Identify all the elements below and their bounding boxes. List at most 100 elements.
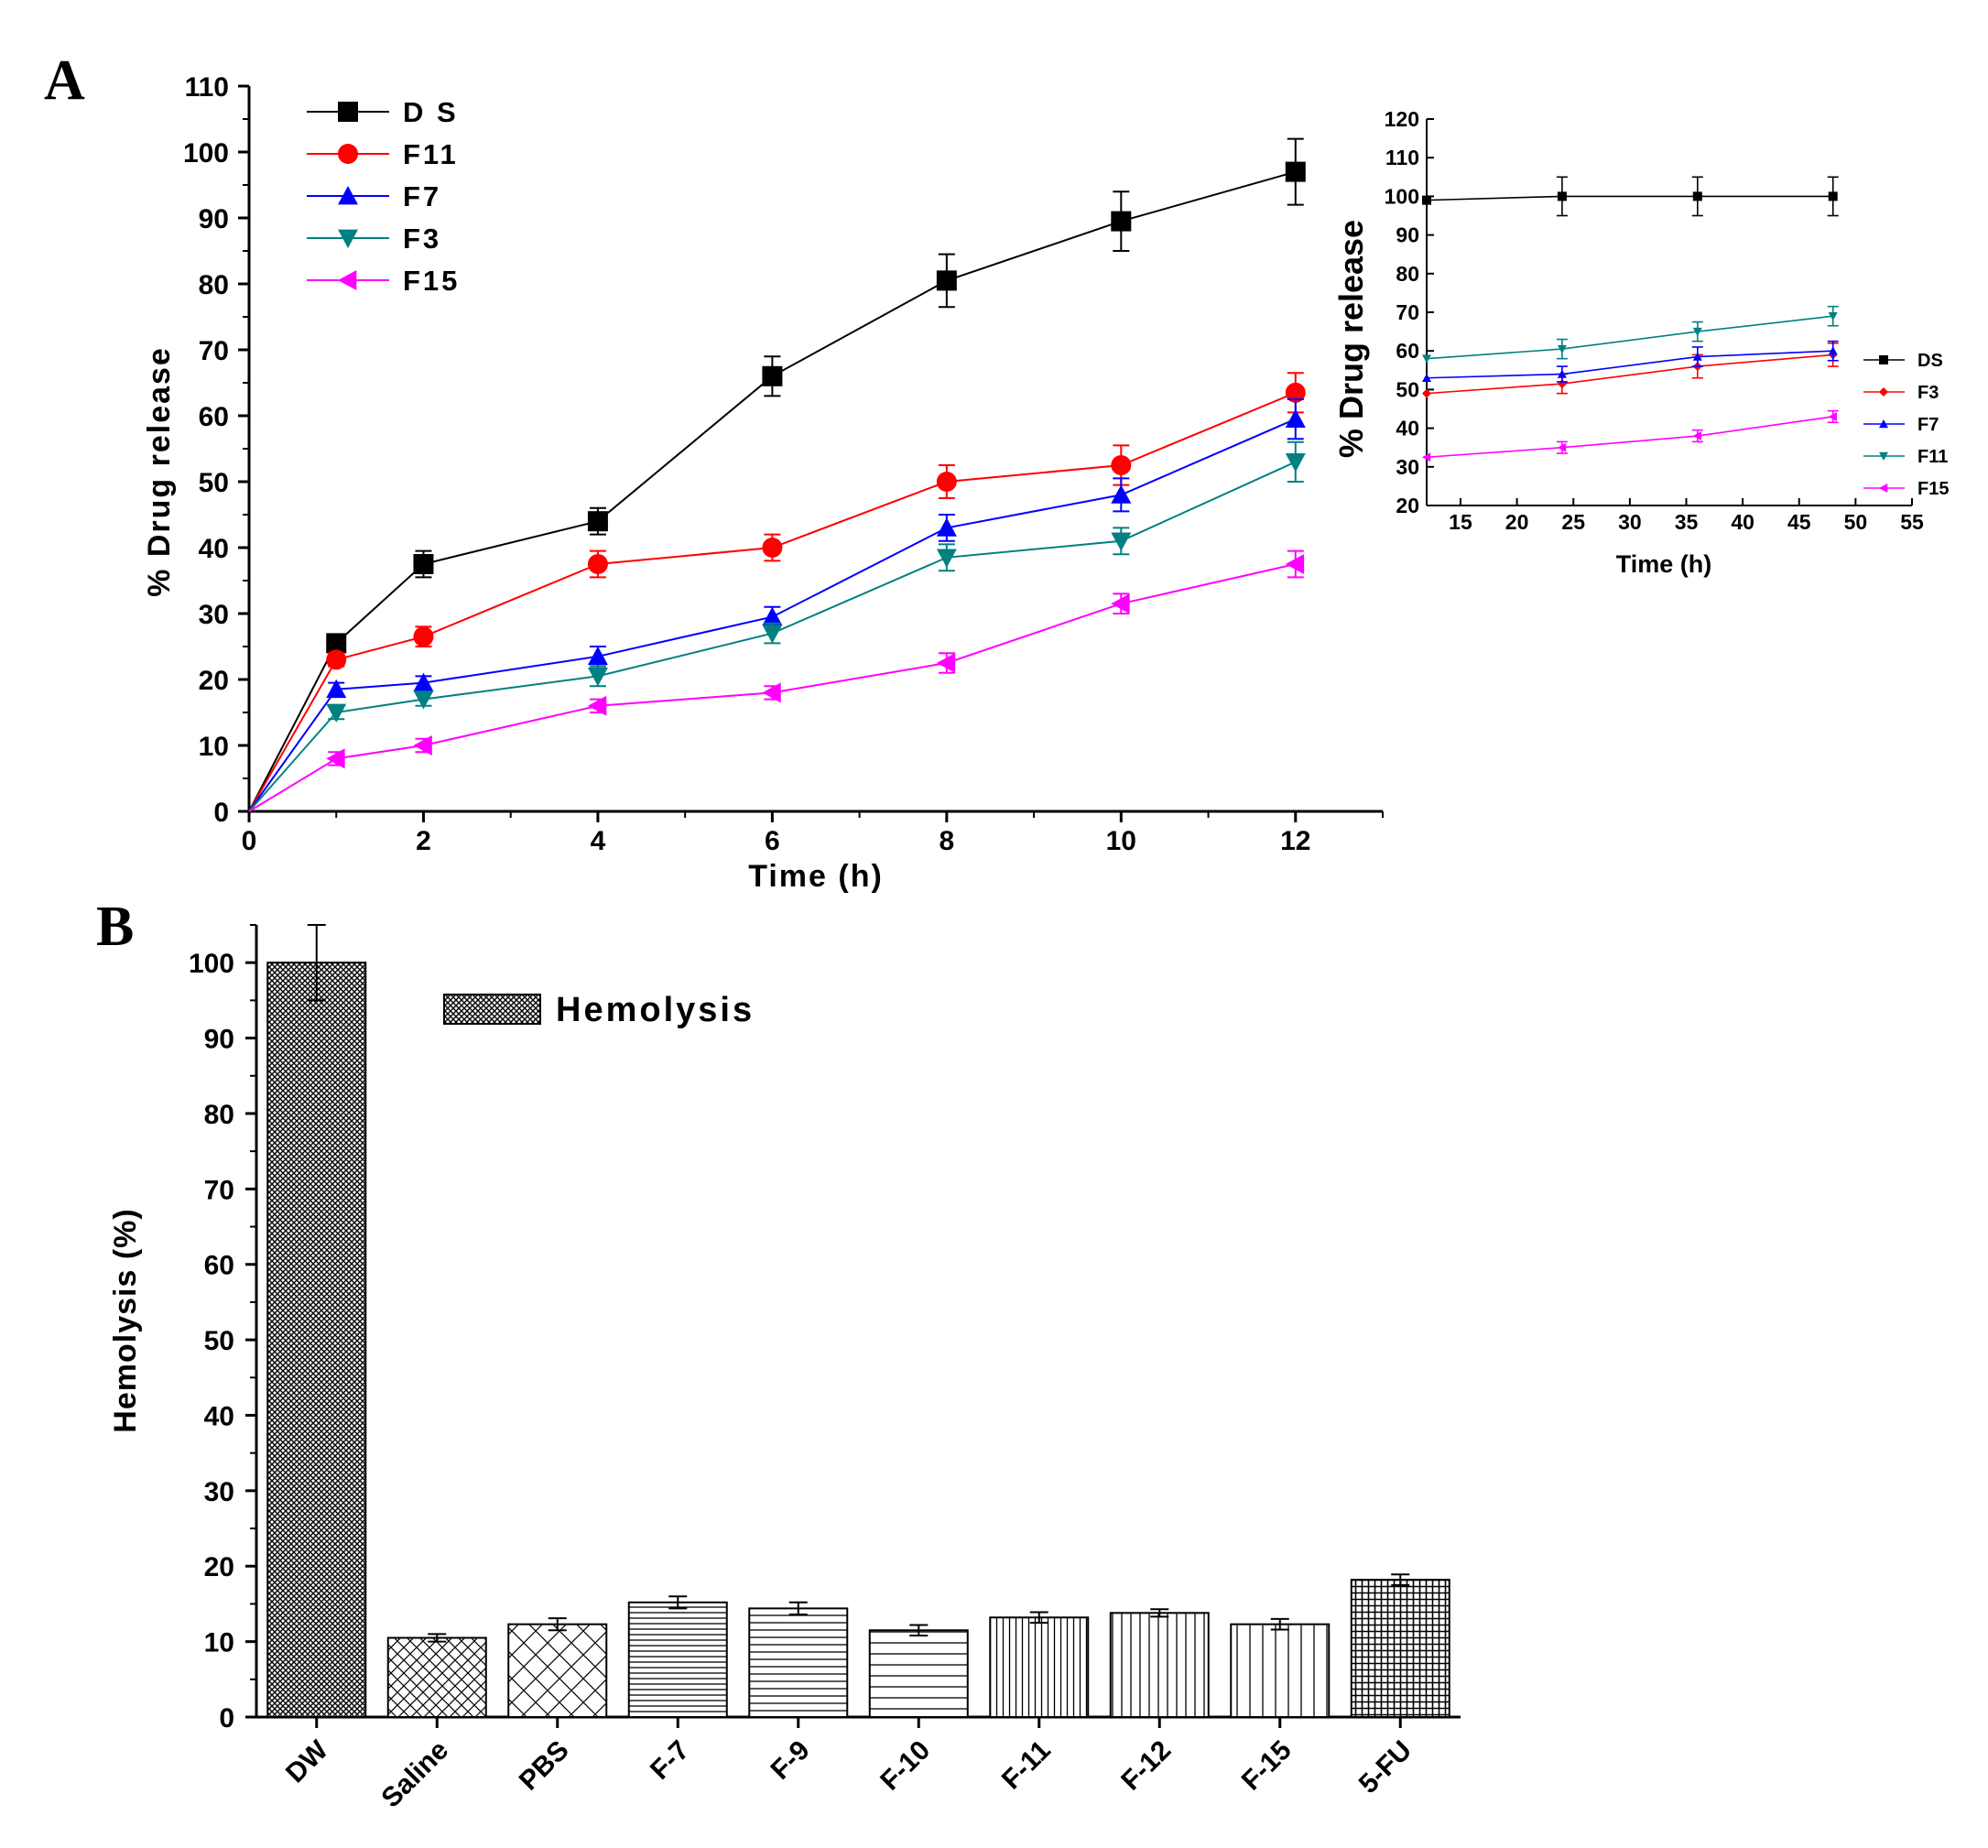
- b-legend-swatch: [443, 994, 541, 1025]
- inset-point-F7: [1422, 373, 1431, 382]
- inset-point-F11: [1557, 344, 1567, 354]
- b-bar-DW: [266, 962, 367, 1718]
- a-line-F11: [248, 391, 1297, 812]
- inset-legend-marker-F7: [1879, 419, 1888, 429]
- b-bar-group-F-7: [627, 1595, 728, 1719]
- a-point-F3: [587, 668, 608, 687]
- b-y-tick-label: 50: [204, 1326, 234, 1356]
- a-point-F3: [1111, 532, 1132, 551]
- inset-x-tick-label: 25: [1561, 510, 1585, 534]
- b-bar-group-5-FU: [1350, 1573, 1450, 1718]
- panel-b-label: B: [96, 896, 134, 958]
- a-series-F11: [248, 372, 1306, 812]
- a-legend-label-F7: F7: [403, 180, 441, 212]
- a-point-F7: [587, 646, 608, 666]
- a-legend-label-F11: F11: [403, 138, 459, 170]
- a-point-F3: [326, 703, 347, 723]
- a-x-tick-label: 8: [940, 826, 955, 856]
- b-y-tick-label: 90: [204, 1025, 234, 1055]
- inset-line-F11: [1426, 315, 1833, 360]
- inset-line-F15: [1426, 416, 1833, 459]
- b-y-tick-label: 100: [189, 949, 234, 979]
- a-x-axis-title: Time (h): [748, 859, 884, 894]
- a-x-tick-label: 0: [242, 826, 257, 856]
- inset-x-tick-label: 55: [1900, 510, 1924, 534]
- a-line-F3: [248, 461, 1297, 812]
- inset-point-F11: [1692, 327, 1702, 337]
- b-x-tick-label-F-12: F-12: [1115, 1735, 1177, 1797]
- inset-point-F7: [1692, 352, 1702, 361]
- inset-legend-marker-F15: [1879, 484, 1888, 493]
- b-legend-label: Hemolysis: [556, 991, 755, 1029]
- b-bar-F-7: [627, 1601, 728, 1719]
- a-x-tick-label: 4: [591, 826, 606, 856]
- inset-legend-label-DS: DS: [1917, 351, 1943, 371]
- a-legend-marker-F11: [338, 144, 358, 164]
- b-y-tick-label: 70: [204, 1175, 234, 1205]
- inset-series-F3: [1422, 342, 1839, 398]
- inset-x-tick-label: 15: [1449, 510, 1472, 534]
- a-point-F11: [1111, 455, 1132, 475]
- inset-point-F7: [1828, 346, 1838, 355]
- b-x-tick-label-DW: DW: [280, 1734, 334, 1788]
- b-bar-group-F-11: [989, 1611, 1090, 1719]
- a-line-F15: [248, 563, 1296, 812]
- b-bar-F-10: [868, 1629, 969, 1719]
- inset-series-F7: [1422, 340, 1839, 383]
- a-x-tick-label: 12: [1280, 826, 1310, 856]
- a-legend-label-F15: F15: [403, 265, 460, 297]
- a-point-F7: [1285, 408, 1306, 428]
- inset-x-axis-title: Time (h): [1616, 550, 1712, 578]
- a-y-tick-label: 50: [199, 468, 229, 498]
- a-point-DS: [413, 554, 434, 574]
- inset-legend-label-F7: F7: [1917, 415, 1939, 435]
- a-point-F7: [1111, 484, 1132, 504]
- inset-series-F11: [1422, 305, 1839, 364]
- b-bar-group-F-9: [748, 1601, 849, 1719]
- b-x-tick-label-F-9: F-9: [766, 1735, 816, 1786]
- b-y-tick-label: 20: [204, 1552, 234, 1582]
- panel-a-release-chart: 0 10 20 30 40 50 60 70 80 90 100 110 0 2 4 6 8 10 12 Time (…: [142, 72, 1384, 894]
- b-bar-group-Saline: [386, 1633, 487, 1718]
- a-point-F3: [762, 625, 783, 644]
- b-bar-F-15: [1230, 1623, 1331, 1718]
- a-y-tick-label: 70: [199, 336, 229, 366]
- a-point-F7: [413, 672, 434, 691]
- b-bar-group-PBS: [507, 1617, 608, 1718]
- b-x-tick-label-PBS: PBS: [514, 1735, 575, 1797]
- a-point-DS: [1285, 161, 1306, 182]
- a-point-F11: [413, 626, 434, 647]
- inset-x-tick-label: 30: [1618, 510, 1642, 534]
- a-y-tick-label: 90: [199, 204, 229, 234]
- a-series-DS: [248, 137, 1306, 812]
- b-x-tick-label-F-7: F-7: [645, 1735, 695, 1786]
- a-point-F11: [936, 472, 957, 492]
- a-legend-marker-DS: [338, 102, 358, 122]
- b-x-tick-label-F-10: F-10: [875, 1735, 936, 1797]
- inset-point-F11: [1422, 354, 1431, 364]
- inset-y-tick-label: 20: [1396, 494, 1419, 517]
- inset-y-tick-label: 100: [1385, 184, 1419, 208]
- b-bar-group-F-10: [868, 1624, 969, 1719]
- a-point-F3: [1285, 453, 1306, 473]
- inset-y-tick-label: 40: [1396, 417, 1419, 440]
- a-point-F7: [936, 517, 957, 537]
- b-bar-Saline: [386, 1636, 487, 1718]
- panel-a-label: A: [44, 49, 85, 112]
- a-point-F15: [587, 695, 607, 716]
- b-y-tick-label: 30: [204, 1477, 234, 1507]
- a-point-F15: [762, 682, 781, 703]
- a-y-tick-label: 40: [199, 534, 229, 564]
- a-point-DS: [587, 511, 608, 532]
- a-legend-marker-F3: [338, 229, 358, 248]
- a-line-F7: [248, 418, 1297, 812]
- inset-line-F7: [1426, 350, 1833, 379]
- a-y-tick-label: 110: [185, 72, 229, 103]
- b-bar-group-DW: [266, 924, 367, 1718]
- inset-x-tick-label: 20: [1505, 510, 1529, 534]
- inset-y-tick-label: 50: [1396, 377, 1419, 401]
- b-x-tick-label-F-11: F-11: [996, 1735, 1057, 1796]
- a-x-tick-label: 2: [416, 826, 431, 856]
- a-legend-label-DS: D S: [403, 96, 459, 128]
